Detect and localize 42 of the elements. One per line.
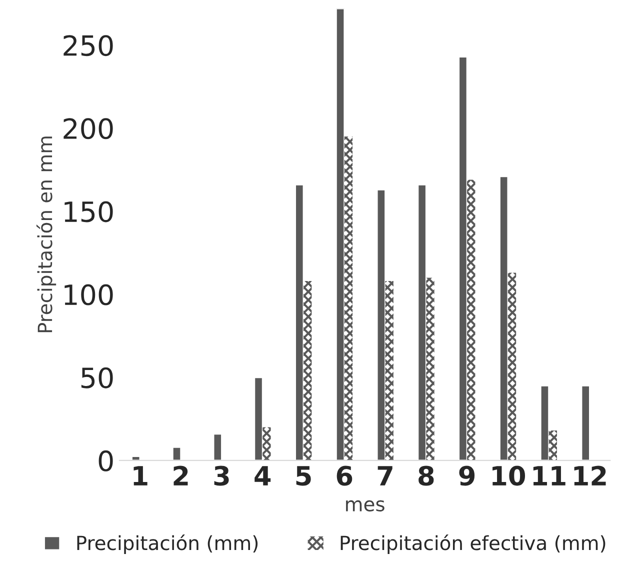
bar bbox=[131, 456, 141, 460]
x-tick-label: 8 bbox=[418, 466, 434, 486]
x-tick-label: 6 bbox=[336, 466, 352, 486]
bar bbox=[548, 430, 557, 460]
bar bbox=[426, 278, 434, 460]
x-tick-label: 11 bbox=[533, 466, 566, 486]
x-tick-label: 1 bbox=[134, 466, 148, 486]
x-tick-label: 10 bbox=[492, 466, 526, 486]
y-axis-title: Precipitación en mm bbox=[36, 136, 56, 332]
bar bbox=[294, 184, 304, 460]
legend-label: Precipitación efectiva (mm) bbox=[340, 534, 606, 554]
legend-label: Precipitación (mm) bbox=[77, 534, 258, 554]
bar bbox=[467, 180, 476, 460]
bar bbox=[499, 176, 509, 460]
bar bbox=[458, 56, 468, 460]
y-tick-label: 0 bbox=[98, 450, 113, 472]
y-tick-label: 250 bbox=[64, 35, 113, 56]
bar bbox=[254, 376, 264, 460]
bar bbox=[417, 184, 427, 460]
bar bbox=[262, 427, 271, 460]
bar bbox=[336, 8, 346, 460]
bar bbox=[376, 188, 386, 460]
bar bbox=[172, 446, 182, 460]
bar bbox=[303, 281, 312, 460]
x-tick-label: 5 bbox=[296, 466, 311, 486]
bar bbox=[580, 385, 590, 460]
bar bbox=[212, 433, 222, 460]
x-tick-label: 4 bbox=[254, 466, 271, 486]
bar bbox=[508, 272, 516, 460]
bar bbox=[540, 385, 550, 460]
x-tick-label: 3 bbox=[214, 466, 229, 486]
x-tick-label: 2 bbox=[174, 466, 188, 486]
y-tick-label: 50 bbox=[81, 367, 113, 388]
x-tick-label: 9 bbox=[459, 466, 475, 486]
y-tick-label: 150 bbox=[64, 201, 113, 222]
x-tick-label: 12 bbox=[574, 466, 606, 486]
x-axis-title: mes bbox=[346, 500, 384, 512]
y-tick-label: 200 bbox=[64, 118, 113, 140]
bar bbox=[385, 281, 394, 460]
bar bbox=[344, 136, 353, 460]
y-tick-label: 100 bbox=[64, 284, 113, 306]
x-tick-label: 7 bbox=[378, 466, 392, 486]
